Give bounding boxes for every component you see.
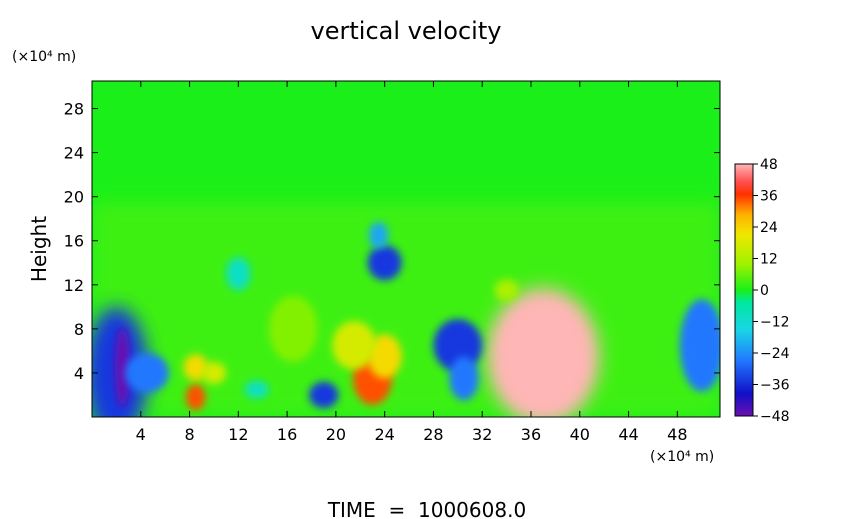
y-tick-label: 12	[64, 276, 84, 295]
x-tick-label: 44	[618, 425, 638, 444]
velocity-field	[92, 222, 720, 417]
y-tick-label: 8	[74, 320, 84, 339]
x-tick-label: 20	[326, 425, 346, 444]
field-feature	[449, 356, 479, 401]
colorbar-tick-label: 48	[760, 157, 778, 173]
colorbar-tick-label: 24	[760, 220, 778, 236]
x-tick-label: 12	[228, 425, 248, 444]
field-feature	[367, 245, 402, 281]
colorbar-tick-label: −48	[760, 409, 790, 425]
colorbar-tick-label: −12	[760, 315, 790, 331]
x-tick-label: 32	[472, 425, 492, 444]
x-axis: 4 8 12 16 20 24 28 32 36 40 44 48	[136, 81, 688, 444]
y-axis: 4 8 12 16 20 24 28	[64, 100, 720, 383]
field-feature	[368, 222, 389, 249]
colorbar-tick-label: −36	[760, 378, 790, 394]
x-tick-label: 4	[136, 425, 146, 444]
field-feature	[185, 383, 206, 411]
field-feature	[494, 279, 519, 302]
field-feature	[183, 354, 208, 381]
colorbar-tick-label: 0	[760, 283, 769, 299]
colorbar-tick-label: 36	[760, 189, 778, 205]
field-feature	[201, 361, 227, 384]
y-tick-label: 28	[64, 100, 84, 119]
y-axis-label: Height	[27, 216, 51, 282]
field-feature	[309, 381, 339, 409]
lower-band	[92, 202, 720, 417]
y-units-label: (×10⁴ m)	[12, 49, 76, 65]
y-tick-label: 4	[74, 364, 84, 383]
colorbar-tick-label: 12	[760, 252, 778, 268]
x-tick-label: 16	[277, 425, 297, 444]
chart-title: vertical velocity	[311, 17, 502, 45]
y-tick-label: 16	[64, 232, 84, 251]
lower-band-fill	[92, 202, 720, 417]
field-feature	[244, 380, 269, 399]
x-tick-label: 48	[667, 425, 687, 444]
x-tick-label: 8	[184, 425, 194, 444]
field-feature	[332, 321, 377, 370]
field-feature	[124, 353, 169, 393]
field-feature	[679, 299, 720, 392]
x-units-label: (×10⁴ m)	[650, 449, 714, 465]
field-feature	[268, 295, 318, 362]
colorbar-labels: 48 36 24 12 0 −12 −24 −36 −48	[753, 157, 790, 425]
x-tick-label: 28	[423, 425, 443, 444]
y-tick-label: 20	[64, 188, 84, 207]
colorbar-tick-label: −24	[760, 346, 790, 362]
y-tick-label: 24	[64, 144, 84, 163]
colorbar: 48 36 24 12 0 −12 −24 −36 −48	[734, 157, 790, 425]
x-tick-label: 40	[570, 425, 590, 444]
field-feature	[504, 310, 583, 403]
x-tick-label: 24	[374, 425, 394, 444]
colorbar-gradient	[734, 163, 754, 417]
plot-area	[91, 80, 721, 418]
plot-frame	[91, 80, 721, 418]
field-feature	[115, 327, 130, 408]
field-feature	[226, 257, 251, 291]
field-feature	[367, 334, 402, 379]
time-footer: TIME = 1000608.0	[327, 498, 526, 519]
x-tick-label: 36	[521, 425, 541, 444]
